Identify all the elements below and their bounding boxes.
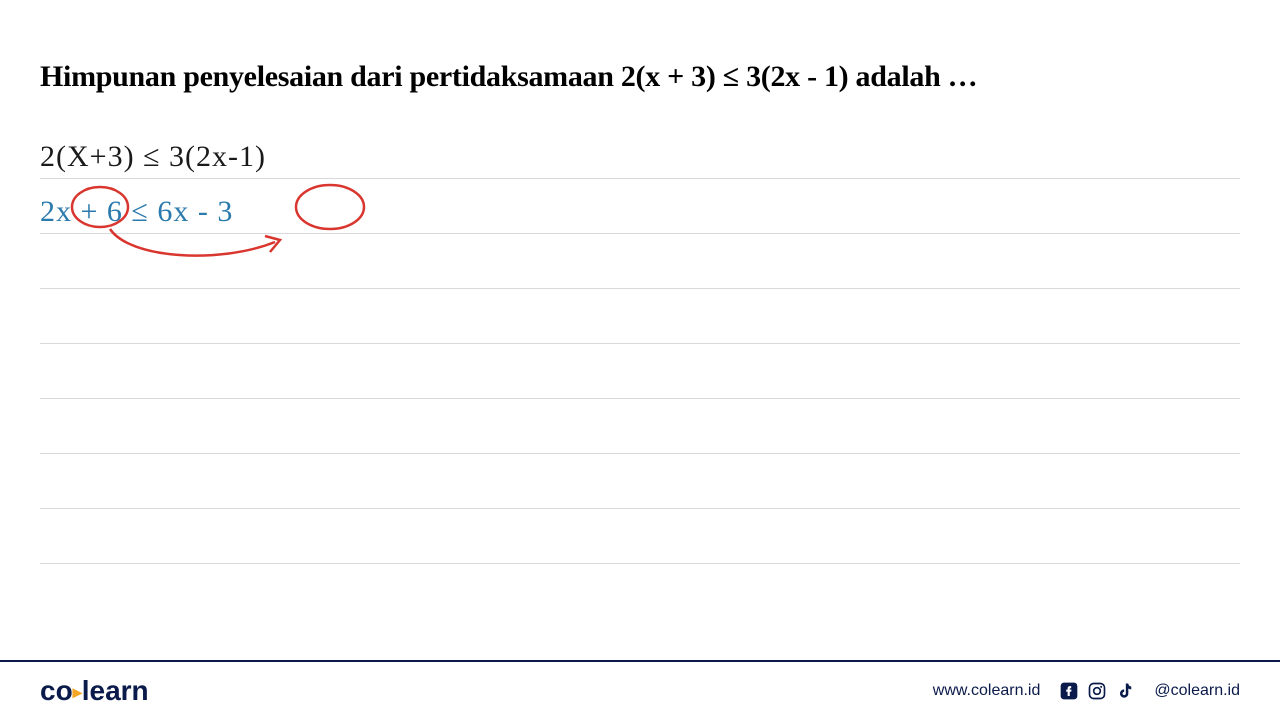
ruled-line: 2(X+3) ≤ 3(2x-1) (40, 124, 1240, 179)
facebook-icon (1058, 680, 1080, 702)
ruled-line (40, 509, 1240, 564)
ruled-line (40, 454, 1240, 509)
question-text: Himpunan penyelesaian dari pertidaksamaa… (40, 60, 1240, 94)
ruled-line (40, 234, 1240, 289)
colearn-logo: co▸learn (40, 675, 149, 707)
instagram-icon (1086, 680, 1108, 702)
footer-bar: co▸learn www.colearn.id @colearn.id (0, 660, 1280, 720)
website-url: www.colearn.id (933, 682, 1041, 700)
tiktok-icon (1114, 680, 1136, 702)
logo-learn: learn (82, 675, 149, 706)
working-line-1: 2(X+3) ≤ 3(2x-1) (40, 140, 266, 174)
ruled-line (40, 344, 1240, 399)
ruled-line (40, 289, 1240, 344)
working-line-2: 2x + 6 ≤ 6x - 3 (40, 195, 233, 229)
ruled-line: 2x + 6 ≤ 6x - 3 (40, 179, 1240, 234)
ruled-line (40, 399, 1240, 454)
logo-co: co (40, 675, 73, 706)
work-area: 2(X+3) ≤ 3(2x-1) 2x + 6 ≤ 6x - 3 (40, 124, 1240, 564)
footer-right: www.colearn.id @colearn.id (933, 680, 1240, 702)
logo-accent: ▸ (73, 682, 82, 702)
social-icons (1058, 680, 1136, 702)
social-handle: @colearn.id (1154, 682, 1240, 700)
